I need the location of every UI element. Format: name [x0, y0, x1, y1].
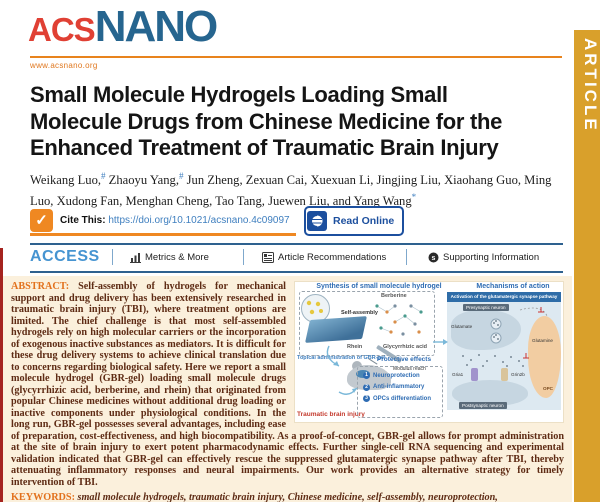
- protective-effects-box: 1 Neuroprotection 2 Anti-inflammatory 3 …: [357, 366, 443, 418]
- cite-this: Cite This: https://doi.org/10.1021/acsna…: [60, 215, 290, 226]
- acs-nano-logo: ACSNANO: [28, 2, 219, 52]
- left-edge-strip: [0, 248, 3, 502]
- glutamine-label: Glutamine: [532, 338, 553, 343]
- author-segment: Zhaoyu Yang,: [105, 173, 179, 188]
- activation-header: Activation of the glutamatergic synapse …: [447, 292, 561, 302]
- divider-bottom: [30, 271, 563, 273]
- article-recommendations[interactable]: Article Recommendations: [262, 252, 386, 263]
- doi-link[interactable]: https://doi.org/10.1021/acsnano.4c09097: [108, 215, 290, 226]
- astrocyte-shape: [528, 316, 561, 398]
- title-line-1: Small Molecule Hydrogels Loading Small: [30, 82, 448, 107]
- glutamate-label: Glutamate: [451, 324, 473, 329]
- topical-administration-label: Topical administration of GBR-gel: [297, 355, 386, 361]
- figure-synthesis-title: Synthesis of small molecule hydrogel: [316, 283, 442, 290]
- supporting-info-icon: s: [428, 252, 439, 263]
- author-segment: Jun Zheng, Zexuan Cai, Xuexuan Li, Jingj…: [30, 173, 552, 209]
- recommendations-label: Article Recommendations: [278, 252, 387, 263]
- nav-separator: [243, 249, 244, 265]
- cite-check-icon: ✓: [30, 209, 53, 232]
- graphical-abstract: Synthesis of small molecule hydrogel Mec…: [294, 281, 564, 423]
- effect-number-icon: 1: [363, 372, 370, 379]
- cite-underline: [30, 233, 296, 236]
- keywords-line: KEYWORDS: small molecule hydrogels, trau…: [11, 492, 564, 502]
- effect-item: 1 Neuroprotection: [363, 372, 442, 379]
- grin2b-label: Grin2b: [511, 372, 525, 377]
- access-badge[interactable]: ACCESS: [30, 248, 100, 265]
- supporting-information[interactable]: s Supporting Information: [428, 252, 539, 263]
- effect-item: 2 Anti-inflammatory: [363, 383, 442, 391]
- metrics-label: Metrics & More: [145, 252, 209, 263]
- figure-decoration: [306, 300, 548, 395]
- grin2b-receptor: [501, 368, 508, 381]
- rhein-label: Rhein: [347, 344, 363, 350]
- nav-separator: [406, 249, 407, 265]
- title-line-2: Molecule Drugs from Chinese Medicine for…: [30, 108, 503, 134]
- gria1-receptor: [471, 368, 478, 381]
- postsynaptic-neuron-shape: [452, 380, 528, 406]
- gria1-label: Gria1: [452, 372, 464, 377]
- effect-label: OPCs differentiation: [373, 395, 432, 402]
- abstract-section: Synthesis of small molecule hydrogel Mec…: [3, 276, 572, 502]
- berberine-label: Berberine: [381, 293, 407, 299]
- effect-number-icon: 2: [363, 383, 370, 391]
- recommendations-icon: [262, 252, 274, 263]
- globe-icon: [307, 211, 327, 231]
- modulus-reach-label: Modulus reach: [393, 366, 426, 372]
- author-list: Weikang Luo,# Zhaoyu Yang,# Jun Zheng, Z…: [30, 168, 570, 210]
- self-assembly-label: Self-assembly: [341, 310, 378, 316]
- corresponding-author-mark: *: [411, 192, 417, 203]
- opc-label: OPC: [543, 386, 553, 391]
- keywords-list: small molecule hydrogels, traumatic brai…: [77, 492, 498, 502]
- abstract-body: Self-assembly of hydrogels for mechanica…: [11, 281, 564, 488]
- divider-top: [30, 243, 563, 245]
- bar-chart-icon: [130, 253, 141, 263]
- journal-website-link[interactable]: www.acsnano.org: [30, 61, 98, 70]
- logo-nano-text: NANO: [94, 2, 219, 51]
- supporting-label: Supporting Information: [443, 252, 540, 263]
- postsynaptic-badge: Postsynaptic neuron: [459, 402, 507, 409]
- metrics-and-more[interactable]: Metrics & More: [130, 252, 209, 263]
- synthesis-box: [299, 291, 435, 356]
- svg-text:s: s: [432, 255, 436, 262]
- abstract-paragraph: ABSTRACT: Self-assembly of hydrogels for…: [11, 281, 564, 488]
- protective-effects-title: Protective effects: [376, 356, 432, 363]
- abstract-heading: ABSTRACT:: [11, 281, 70, 292]
- keywords-heading: KEYWORDS:: [11, 492, 75, 502]
- presynaptic-neuron-shape: [451, 310, 521, 350]
- tbi-label: Traumatic brain injury: [297, 411, 365, 418]
- author-segment: Weikang Luo,: [30, 173, 102, 188]
- page-title: Small Molecule Hydrogels Loading Small M…: [30, 82, 570, 162]
- effect-label: Neuroprotection: [373, 372, 420, 379]
- title-line-3: Enhanced Treatment of Traumatic Brain In…: [30, 135, 499, 160]
- article-type-tab: ARTICLE: [574, 30, 600, 502]
- masthead-divider: [30, 56, 562, 58]
- cite-this-label: Cite This:: [60, 215, 106, 226]
- effect-item: 3 OPCs differentiation: [363, 395, 442, 402]
- read-online-button[interactable]: Read Online: [304, 206, 405, 236]
- logo-acs-text: ACS: [28, 11, 96, 48]
- read-online-label: Read Online: [333, 215, 395, 227]
- figure-mechanisms-title: Mechanisms of action: [476, 283, 550, 290]
- effect-number-icon: 3: [363, 395, 370, 402]
- author-affiliation-mark: #: [179, 171, 184, 181]
- author-affiliation-mark: #: [101, 171, 106, 181]
- effect-label: Anti-inflammatory: [373, 384, 425, 390]
- article-nav: ACCESS Metrics & More Article Recommenda…: [0, 246, 570, 270]
- presynaptic-badge: Presynaptic neuron: [463, 304, 509, 311]
- glycyrrhizic-acid-label: Glycyrrhizic acid: [383, 344, 428, 350]
- nav-separator: [112, 249, 113, 265]
- article-tab-label: ARTICLE: [581, 38, 600, 133]
